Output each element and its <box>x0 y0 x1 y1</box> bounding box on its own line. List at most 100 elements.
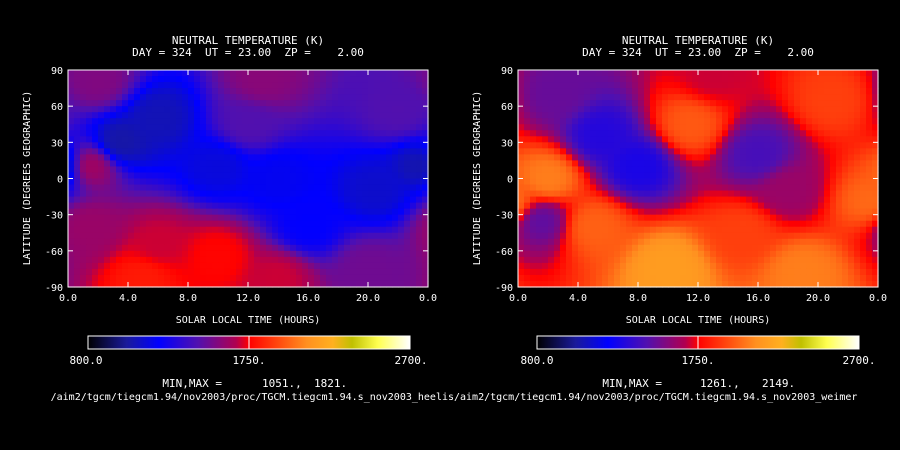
heatmap-cell <box>674 274 681 282</box>
heatmap-cell <box>308 256 315 264</box>
heatmap-cell <box>374 106 381 113</box>
heatmap-cell <box>236 280 243 288</box>
heatmap-cell <box>254 136 261 143</box>
heatmap-cell <box>152 172 159 180</box>
heatmap-cell <box>656 226 663 234</box>
heatmap-cell <box>242 166 249 174</box>
heatmap-cell <box>362 142 369 149</box>
heatmap-cell <box>182 220 189 228</box>
heatmap-cell <box>734 214 741 222</box>
heatmap-cell <box>344 220 351 228</box>
heatmap-cell <box>218 280 225 288</box>
heatmap-cell <box>374 76 381 83</box>
y-tick-label: 0 <box>57 175 63 186</box>
heatmap-cell <box>590 184 597 192</box>
heatmap-cell <box>602 82 609 89</box>
heatmap-cell <box>638 172 645 180</box>
heatmap-cell <box>866 142 873 149</box>
heatmap-cell <box>344 280 351 288</box>
heatmap-cell <box>176 220 183 228</box>
heatmap-cell <box>128 148 135 155</box>
heatmap-cell <box>776 256 783 264</box>
heatmap-cell <box>188 160 195 168</box>
heatmap-cell <box>74 268 81 276</box>
heatmap-cell <box>530 106 537 113</box>
heatmap-cell <box>206 280 213 288</box>
heatmap-cell <box>320 136 327 143</box>
heatmap-cell <box>392 112 399 119</box>
heatmap-cell <box>632 118 639 125</box>
heatmap-cell <box>716 70 723 77</box>
heatmap-cell <box>602 172 609 180</box>
heatmap-cell <box>836 136 843 143</box>
heatmap-cell <box>650 244 657 252</box>
heatmap-cell <box>806 262 813 270</box>
heatmap-cell <box>770 262 777 270</box>
heatmap-cell <box>392 136 399 143</box>
heatmap-cell <box>710 208 717 216</box>
heatmap-cell <box>170 238 177 246</box>
heatmap-cell <box>644 106 651 113</box>
heatmap-cell <box>602 178 609 186</box>
heatmap-cell <box>692 172 699 180</box>
heatmap-cell <box>176 154 183 162</box>
heatmap-cell <box>668 250 675 258</box>
heatmap-cell <box>200 232 207 240</box>
heatmap-cell <box>260 118 267 125</box>
heatmap-cell <box>704 112 711 119</box>
heatmap-cell <box>566 232 573 240</box>
heatmap-cell <box>734 256 741 264</box>
heatmap-cell <box>380 136 387 143</box>
heatmap-cell <box>680 124 687 131</box>
heatmap-cell <box>614 112 621 119</box>
heatmap-cell <box>854 76 861 83</box>
heatmap-cell <box>794 100 801 107</box>
heatmap-cell <box>416 268 423 276</box>
heatmap-cell <box>188 130 195 137</box>
heatmap-cell <box>698 136 705 143</box>
heatmap-cell <box>362 106 369 113</box>
heatmap-cell <box>134 250 141 258</box>
heatmap-cell <box>662 100 669 107</box>
right-colorbar-max-label: 2700. <box>842 354 875 367</box>
heatmap-cell <box>530 118 537 125</box>
heatmap-cell <box>704 136 711 143</box>
heatmap-cell <box>662 268 669 276</box>
heatmap-cell <box>332 130 339 137</box>
heatmap-cell <box>164 178 171 186</box>
heatmap-cell <box>146 190 153 198</box>
heatmap-cell <box>704 262 711 270</box>
heatmap-cell <box>782 232 789 240</box>
heatmap-cell <box>710 118 717 125</box>
heatmap-cell <box>188 172 195 180</box>
heatmap-cell <box>872 154 879 162</box>
heatmap-cell <box>656 220 663 228</box>
heatmap-cell <box>548 172 555 180</box>
heatmap-cell <box>608 166 615 174</box>
heatmap-cell <box>806 82 813 89</box>
heatmap-cell <box>302 70 309 77</box>
heatmap-cell <box>560 196 567 204</box>
heatmap-cell <box>326 232 333 240</box>
heatmap-cell <box>602 208 609 216</box>
heatmap-cell <box>662 232 669 240</box>
heatmap-cell <box>122 280 129 288</box>
heatmap-cell <box>80 130 87 137</box>
heatmap-cell <box>680 154 687 162</box>
heatmap-cell <box>542 172 549 180</box>
heatmap-cell <box>536 250 543 258</box>
heatmap-cell <box>788 130 795 137</box>
heatmap-cell <box>812 190 819 198</box>
heatmap-cell <box>554 112 561 119</box>
heatmap-cell <box>404 256 411 264</box>
heatmap-cell <box>308 106 315 113</box>
heatmap-cell <box>320 124 327 131</box>
heatmap-cell <box>758 160 765 168</box>
heatmap-cell <box>842 136 849 143</box>
heatmap-cell <box>632 76 639 83</box>
heatmap-cell <box>284 100 291 107</box>
heatmap-cell <box>266 208 273 216</box>
heatmap-cell <box>170 274 177 282</box>
heatmap-cell <box>572 106 579 113</box>
heatmap-cell <box>380 244 387 252</box>
